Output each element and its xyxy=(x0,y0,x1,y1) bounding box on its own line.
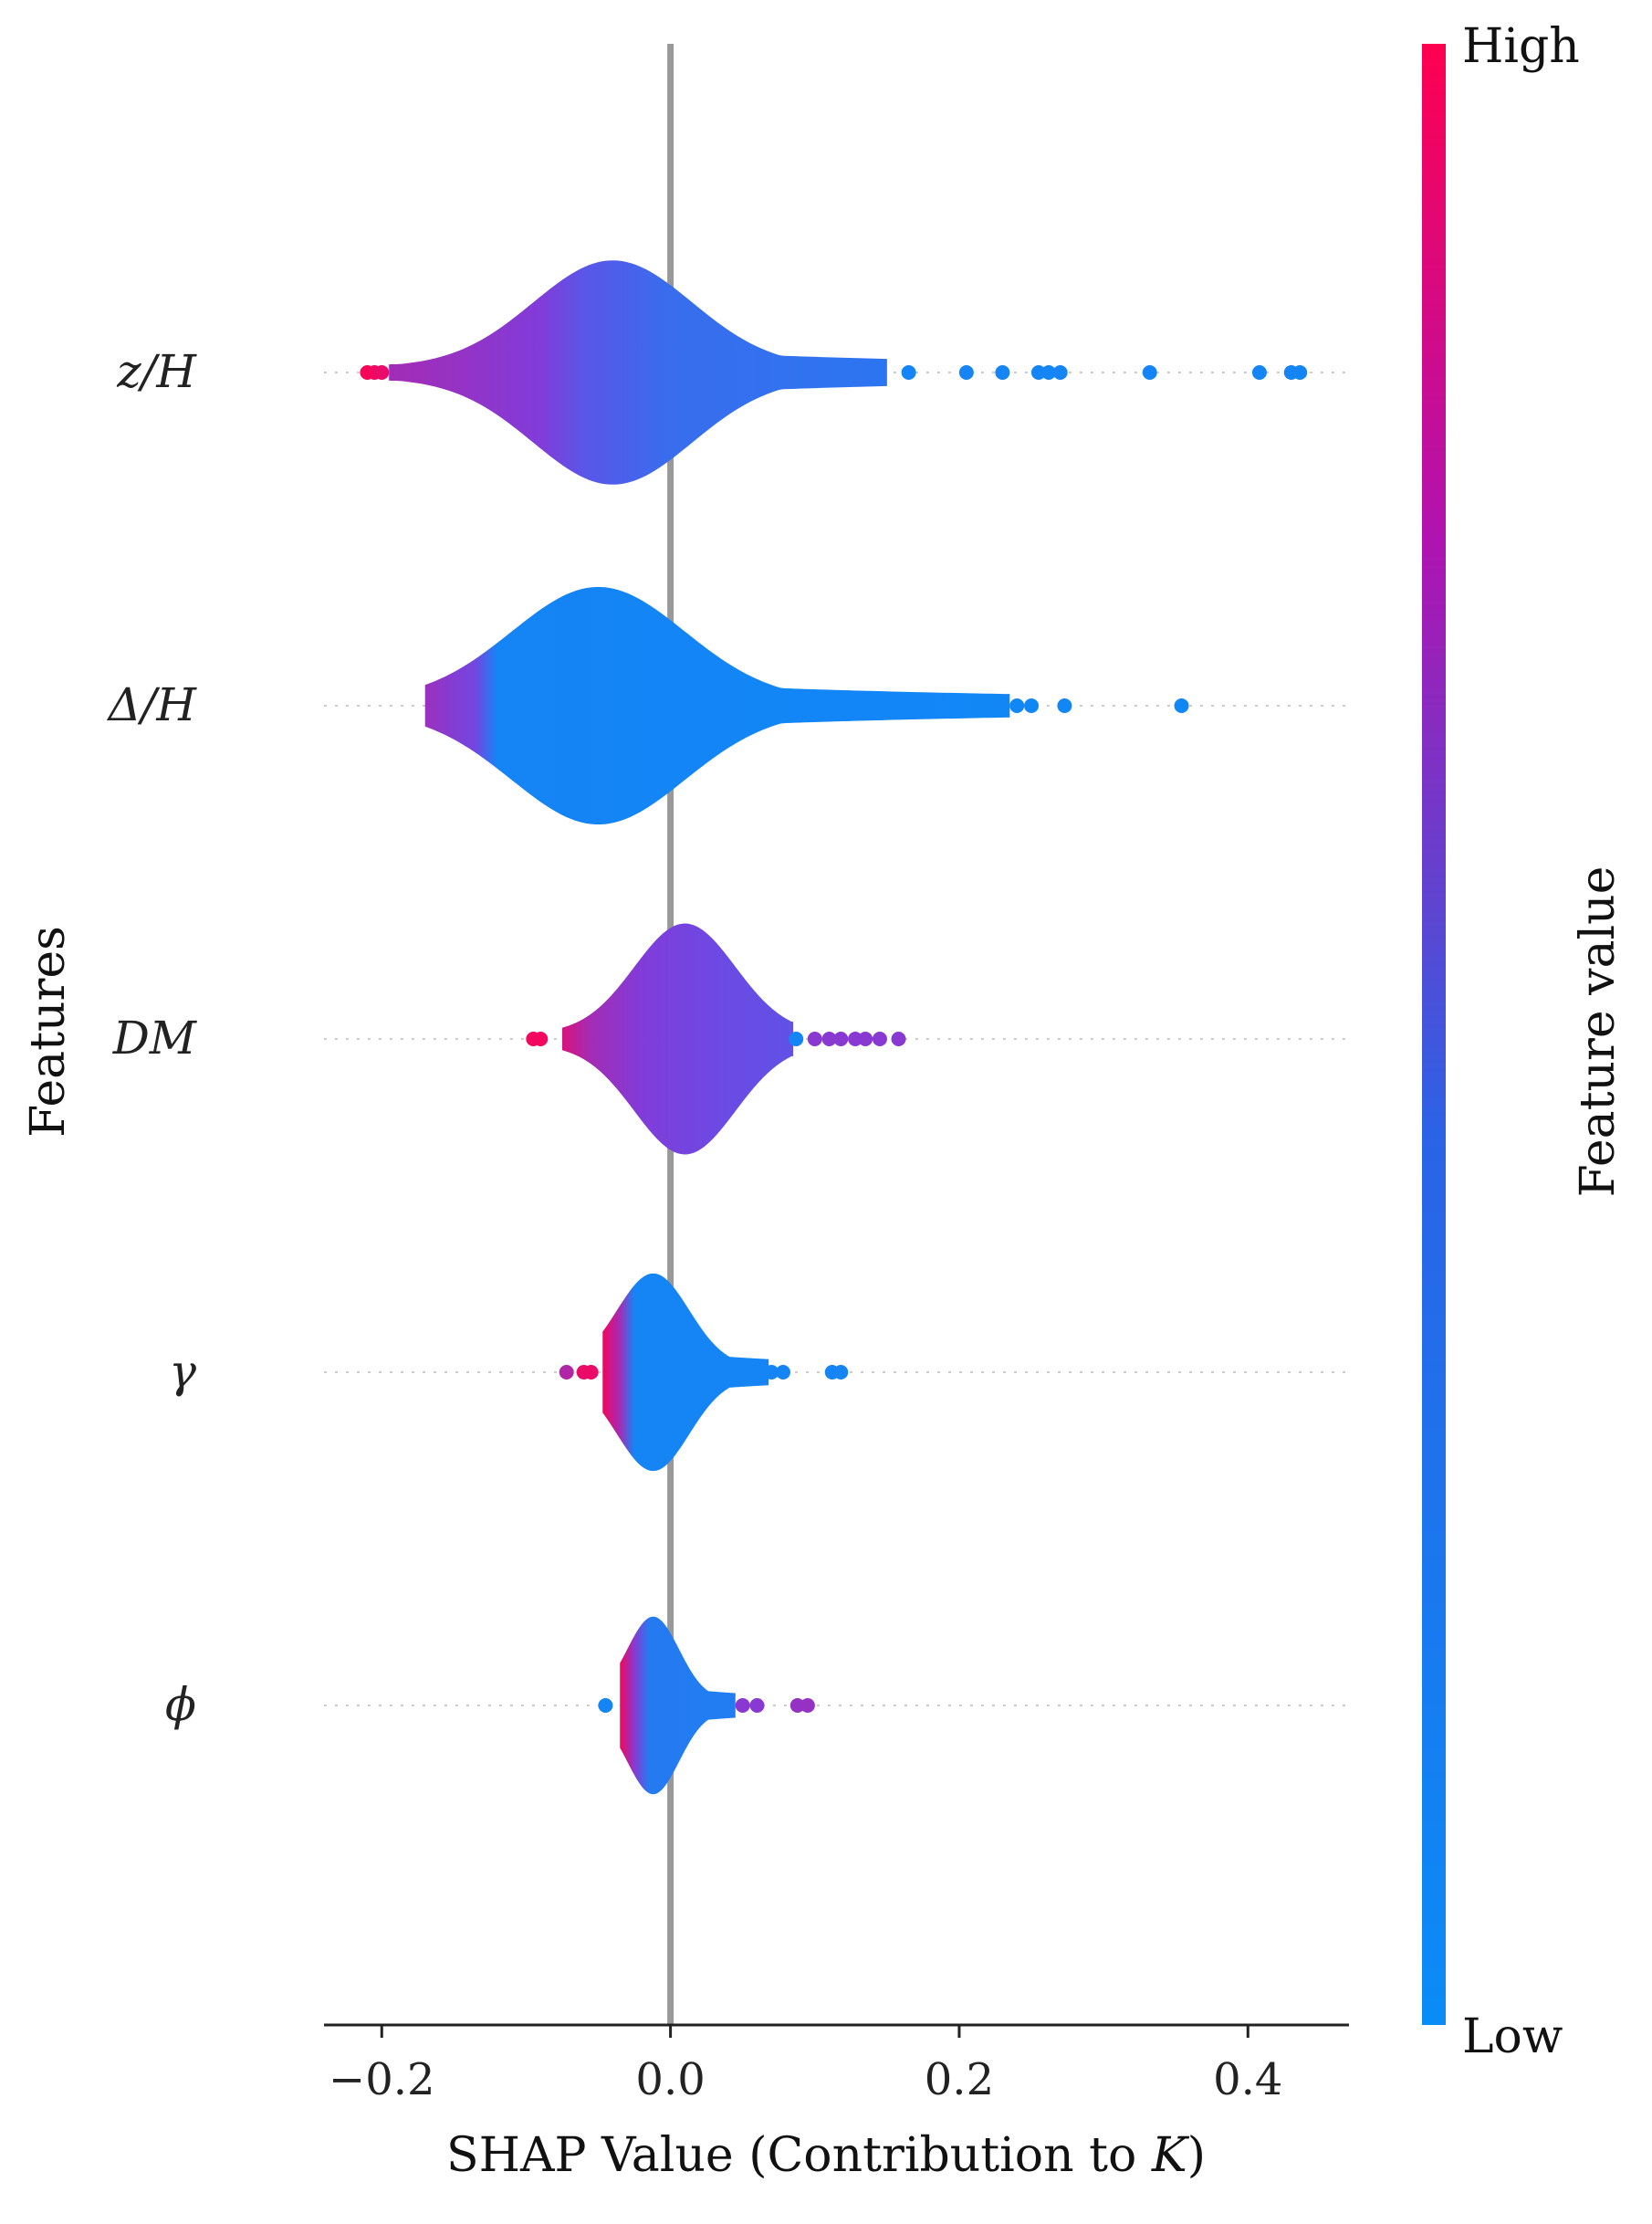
feature-label: ϕ xyxy=(165,1678,196,1731)
feature-labels: z/H Δ/H DM γ ϕ xyxy=(106,345,197,1731)
plot-area xyxy=(324,44,1349,2025)
outliers xyxy=(360,365,1308,1713)
outlier-point xyxy=(1142,365,1157,380)
outlier-point xyxy=(749,1698,765,1713)
x-ticks: −0.2 0.0 0.2 0.4 xyxy=(329,2025,1282,2105)
violin-1 xyxy=(424,586,1010,825)
x-axis-title: SHAP Value (Contribution to K) xyxy=(446,2128,1206,2183)
outlier-point xyxy=(833,1365,849,1380)
x-tick-label: −0.2 xyxy=(329,2054,435,2105)
outlier-point xyxy=(789,1698,805,1713)
outlier-point xyxy=(1292,365,1308,380)
violin-2 xyxy=(561,923,794,1155)
outlier-point xyxy=(764,1365,779,1380)
colorbar-gradient xyxy=(1422,44,1446,2025)
outlier-point xyxy=(807,1032,822,1046)
outlier-point xyxy=(1024,698,1040,713)
colorbar: High Low Feature value xyxy=(1422,19,1626,2064)
outlier-point xyxy=(533,1032,549,1046)
violin-4 xyxy=(620,1616,736,1795)
outlier-point xyxy=(1030,365,1046,380)
outlier-point xyxy=(775,1365,790,1380)
outlier-point xyxy=(995,365,1010,380)
violins xyxy=(389,260,1010,1795)
outlier-point xyxy=(583,1365,599,1380)
feature-label: γ xyxy=(169,1345,196,1398)
outlier-point xyxy=(858,1032,873,1046)
outlier-point xyxy=(1052,365,1068,380)
outlier-point xyxy=(1057,698,1072,713)
outlier-point xyxy=(1041,365,1057,380)
outlier-point xyxy=(374,365,390,380)
outlier-point xyxy=(848,1032,863,1046)
colorbar-title: Feature value xyxy=(1571,866,1626,1198)
violin-0 xyxy=(389,260,887,485)
outlier-point xyxy=(559,1365,574,1380)
x-axis: −0.2 0.0 0.2 0.4 xyxy=(324,2023,1349,2105)
outlier-point xyxy=(958,365,974,380)
x-tick-label: 0.2 xyxy=(925,2054,994,2105)
outlier-point xyxy=(1251,365,1267,380)
outlier-point xyxy=(833,1032,849,1046)
outlier-point xyxy=(800,1698,815,1713)
violin-3 xyxy=(602,1273,769,1472)
outlier-point xyxy=(821,1032,837,1046)
outlier-point xyxy=(1009,698,1025,713)
outlier-point xyxy=(789,1032,804,1046)
outlier-point xyxy=(901,365,916,380)
x-tick-label: 0.4 xyxy=(1213,2054,1282,2105)
outlier-point xyxy=(891,1032,906,1046)
outlier-point xyxy=(1174,698,1189,713)
x-tick-label: 0.0 xyxy=(635,2054,705,2105)
colorbar-low-label: Low xyxy=(1462,2009,1563,2064)
outlier-point xyxy=(598,1698,613,1713)
outlier-point xyxy=(735,1698,750,1713)
colorbar-high-label: High xyxy=(1462,19,1580,74)
feature-label: DM xyxy=(112,1012,198,1065)
outlier-point xyxy=(872,1032,887,1046)
y-axis-title: Features xyxy=(21,926,76,1138)
feature-label: Δ/H xyxy=(106,678,197,731)
feature-label: z/H xyxy=(116,345,197,398)
